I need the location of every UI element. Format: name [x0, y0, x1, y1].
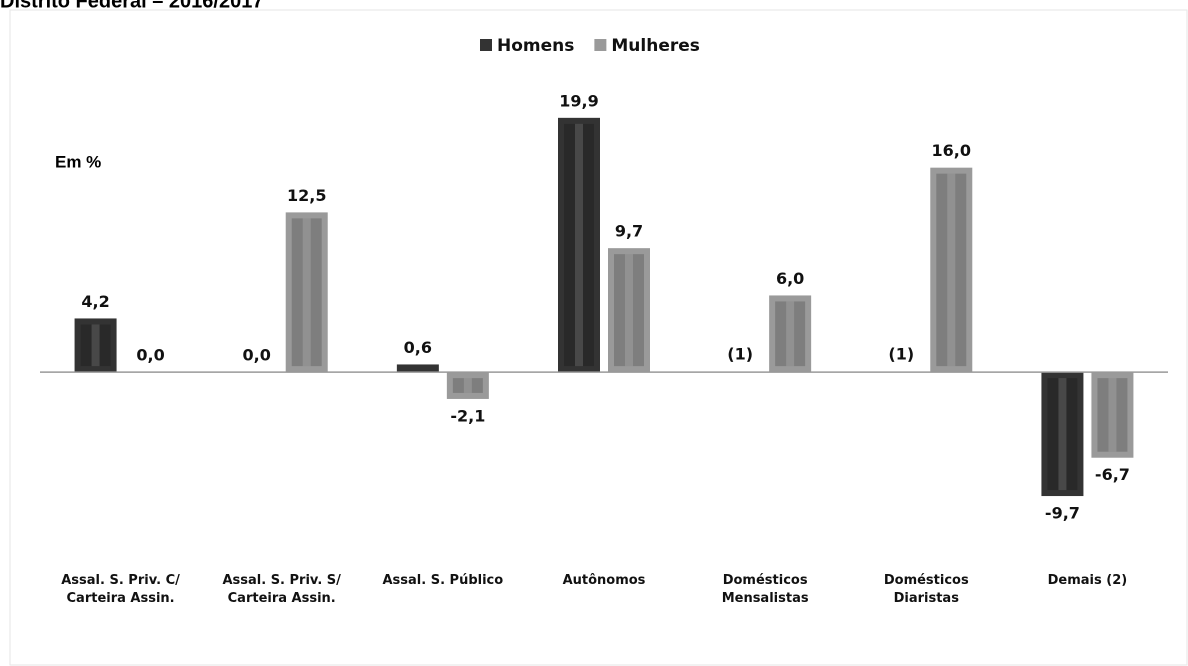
data-label: 16,0: [932, 141, 971, 160]
x-tick-label: Domésticos Mensalistas: [721, 573, 809, 606]
bar-highlight: [463, 378, 472, 393]
bar-highlight: [625, 254, 633, 367]
legend-label: Mulheres: [611, 36, 700, 56]
bar-bevel: [80, 324, 111, 367]
bar-highlight: [91, 324, 100, 367]
bar-highlight: [575, 123, 583, 367]
data-label: (1): [888, 345, 914, 364]
x-tick-label: Assal. S. Priv. C/ Carteira Assin.: [61, 573, 180, 606]
x-tick-label: Autônomos: [562, 573, 646, 588]
bar-highlight: [1108, 378, 1117, 452]
data-label: 0,0: [243, 346, 271, 365]
chart-title: Distrito Federal – 2016/2017: [0, 0, 263, 12]
x-tick-label: Domésticos Diaristas: [883, 573, 969, 606]
data-label: 6,0: [776, 269, 804, 288]
data-label: -6,7: [1095, 465, 1130, 484]
chart-border: [9, 9, 1188, 666]
bar-bevel: [564, 123, 594, 367]
x-tick-label: Assal. S. Priv. S/ Carteira Assin.: [222, 573, 341, 606]
bar: [1041, 372, 1084, 497]
data-label: (1): [727, 345, 753, 364]
bar: [446, 372, 489, 399]
bar: [558, 117, 600, 373]
bar: [1091, 372, 1134, 458]
legend-swatch: [594, 39, 607, 51]
data-label: 0,0: [136, 346, 164, 365]
data-label: -2,1: [450, 406, 485, 425]
legend-swatch: [480, 39, 492, 51]
x-tick-label: Demais (2): [1047, 573, 1128, 588]
bar-bevel: [1047, 378, 1078, 491]
data-label: 19,9: [559, 91, 598, 110]
x-tick-label: Assal. S. Público: [382, 573, 504, 588]
data-label: 12,5: [287, 186, 326, 205]
bar: [396, 364, 439, 373]
bar-bevel: [936, 173, 967, 367]
bar: [930, 167, 973, 373]
unit-annotation: Em %: [55, 152, 101, 171]
bar-bevel: [775, 301, 806, 367]
bar-bevel: [291, 218, 322, 367]
bar-bevel: [452, 378, 483, 393]
data-label: 4,2: [81, 292, 109, 311]
bar: [74, 318, 117, 373]
data-label: 9,7: [615, 222, 643, 241]
data-label: -9,7: [1045, 504, 1080, 523]
bar: [608, 248, 650, 373]
bar-highlight: [1058, 378, 1067, 491]
bar-bevel: [614, 254, 644, 367]
bar-highlight: [302, 218, 311, 367]
legend-label: Homens: [497, 36, 574, 56]
bar: [769, 295, 812, 373]
bar: [285, 212, 328, 373]
bar-bevel: [1097, 378, 1128, 452]
data-label: 0,6: [404, 338, 432, 357]
bar-highlight: [947, 173, 956, 367]
bar-highlight: [786, 301, 795, 367]
